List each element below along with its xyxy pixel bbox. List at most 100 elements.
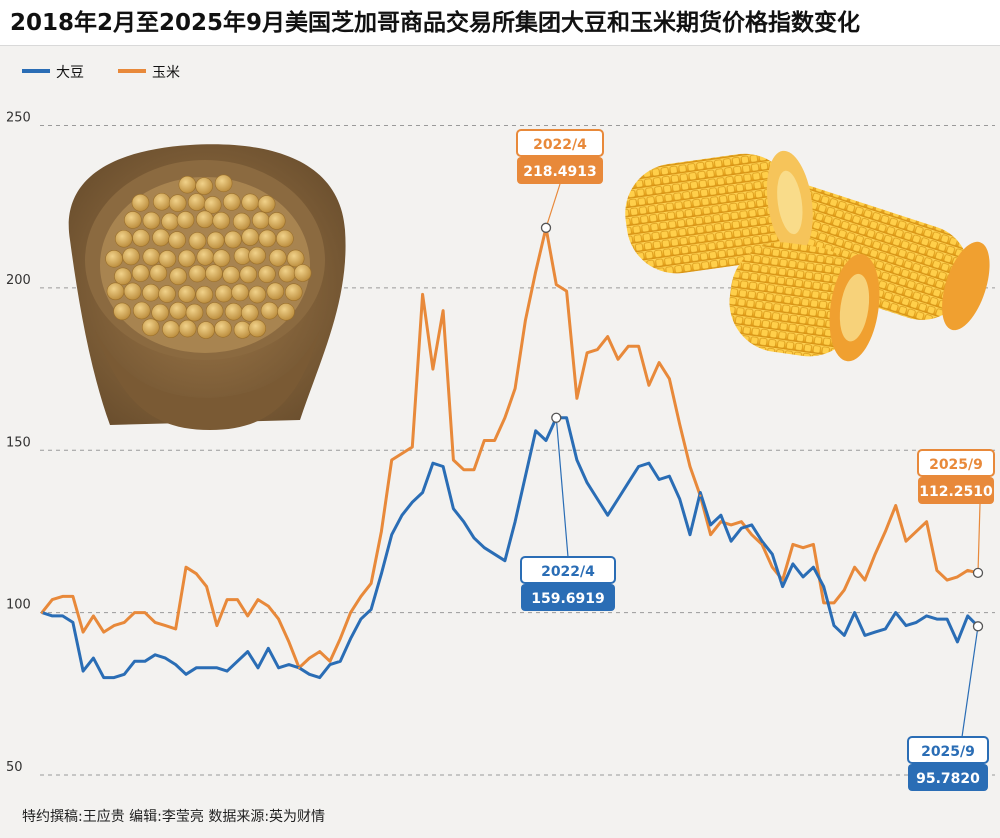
data-point-soybean <box>51 614 54 618</box>
callout-value-box-soybean-latest <box>908 764 988 791</box>
data-point-soybean <box>102 676 105 679</box>
callout-value-box-corn-peak <box>517 157 603 184</box>
data-point-soybean <box>81 669 85 673</box>
data-point-corn <box>51 598 54 601</box>
data-point-corn <box>267 604 270 608</box>
data-point-soybean <box>390 533 393 536</box>
y-tick-label: 200 <box>6 273 31 288</box>
data-point-corn <box>657 361 661 364</box>
data-point-corn <box>791 543 795 546</box>
data-point-corn <box>575 397 579 400</box>
legend: 大豆 玉米 <box>22 65 180 81</box>
data-point-corn <box>513 387 517 390</box>
data-point-corn <box>452 458 455 462</box>
data-point-corn <box>92 614 95 618</box>
data-point-soybean <box>585 481 589 484</box>
data-point-corn <box>688 465 692 468</box>
data-point-soybean <box>801 575 805 579</box>
data-point-corn <box>287 640 291 644</box>
data-point-soybean <box>524 475 527 478</box>
data-point-corn <box>524 319 527 322</box>
data-point-soybean <box>287 663 291 666</box>
data-point-corn <box>318 650 321 653</box>
data-points <box>40 226 980 679</box>
data-point-soybean <box>637 465 640 468</box>
data-point-corn <box>297 666 301 670</box>
data-point-corn <box>945 578 949 582</box>
data-point-corn <box>904 539 908 543</box>
series-line-soybean <box>41 416 980 680</box>
callout-date-box-soybean-peak <box>520 556 616 584</box>
data-point-corn <box>719 520 723 523</box>
data-point-soybean <box>184 673 188 676</box>
data-point-corn <box>894 504 897 507</box>
data-point-soybean <box>472 536 476 540</box>
data-point-soybean <box>112 676 116 679</box>
data-point-corn <box>112 624 116 627</box>
data-point-corn <box>390 458 393 462</box>
data-point-soybean <box>884 627 887 631</box>
data-point-soybean <box>627 481 630 484</box>
callout-corn-latest: 2025/9 112.2510 <box>917 449 995 578</box>
data-point-soybean <box>709 523 712 527</box>
callout-marker-soybean-latest <box>972 621 984 632</box>
data-point-corn <box>832 601 836 605</box>
data-point-soybean <box>123 673 126 676</box>
data-point-soybean <box>339 660 342 663</box>
data-point-soybean <box>164 656 167 660</box>
data-point-soybean <box>781 585 784 588</box>
data-point-soybean <box>236 660 239 663</box>
data-point-corn <box>606 335 609 338</box>
data-point-corn <box>668 377 671 381</box>
data-point-soybean <box>853 611 856 614</box>
callout-marker-corn-latest <box>972 567 984 578</box>
data-point-soybean <box>760 539 764 543</box>
data-point-corn <box>956 575 959 579</box>
y-tick-label: 150 <box>6 435 31 450</box>
data-point-soybean <box>308 673 311 676</box>
data-point-corn <box>616 358 620 361</box>
callout-value-soybean-latest: 95.7820 <box>916 771 980 787</box>
callout-marker-corn-peak <box>540 222 552 233</box>
data-point-corn <box>339 637 342 640</box>
data-point-soybean <box>791 562 795 566</box>
data-point-corn <box>935 569 939 572</box>
data-point-soybean <box>195 666 198 670</box>
data-point-corn <box>205 585 208 588</box>
data-point-corn <box>627 345 630 348</box>
data-point-corn <box>699 494 702 497</box>
data-point-corn <box>585 351 589 355</box>
data-point-soybean <box>225 669 229 673</box>
data-point-soybean <box>750 523 753 527</box>
data-point-corn <box>174 627 177 631</box>
data-point-corn <box>277 617 280 621</box>
data-point-soybean <box>328 663 332 666</box>
data-point-soybean <box>647 462 651 465</box>
data-point-corn <box>400 452 404 455</box>
data-point-corn <box>246 614 249 618</box>
data-point-soybean <box>596 497 599 501</box>
data-point-corn <box>102 630 105 634</box>
callout-date-box-soybean-latest <box>907 736 989 764</box>
data-point-soybean <box>61 614 64 618</box>
data-point-corn <box>709 533 712 536</box>
data-point-soybean <box>503 559 507 562</box>
data-point-soybean <box>153 653 157 657</box>
data-point-corn <box>308 656 311 660</box>
data-point-corn <box>215 624 219 627</box>
data-point-corn <box>61 595 64 598</box>
data-point-corn <box>236 598 239 601</box>
callout-leader-corn-latest <box>977 503 981 573</box>
data-point-soybean <box>699 491 702 494</box>
callout-date-soybean-latest: 2025/9 <box>921 744 975 760</box>
data-point-soybean <box>71 621 75 624</box>
data-point-soybean <box>277 666 280 670</box>
data-point-corn <box>40 611 44 614</box>
callout-corn-peak: 2022/4 218.4913 <box>516 129 604 233</box>
data-point-corn <box>801 546 805 549</box>
data-point-soybean <box>935 617 939 621</box>
data-point-corn <box>884 530 887 533</box>
data-point-soybean <box>616 497 620 501</box>
data-point-soybean <box>956 640 959 644</box>
data-point-corn <box>822 601 825 605</box>
